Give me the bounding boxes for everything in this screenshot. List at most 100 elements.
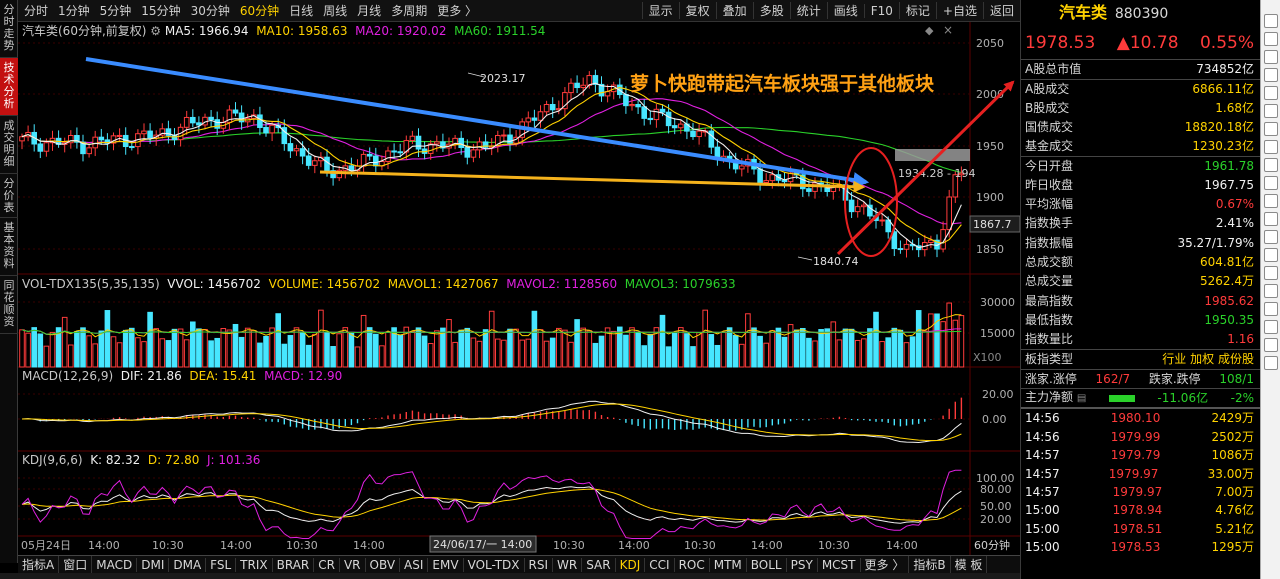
toolbar-icon[interactable] xyxy=(1264,338,1278,352)
volume-bar xyxy=(92,343,99,368)
indicator-tab[interactable]: TRIX xyxy=(236,557,273,572)
toolbar-icon[interactable] xyxy=(1264,356,1278,370)
tab-technical-analysis[interactable]: 技术分析 xyxy=(0,58,18,116)
tool-overlay-button[interactable]: 叠加 xyxy=(715,2,753,19)
indicator-tab[interactable]: DMA xyxy=(169,557,207,572)
toolbar-icon[interactable] xyxy=(1264,14,1278,28)
indicator-tab[interactable]: CR xyxy=(314,557,340,572)
indicator-tab[interactable]: RSI xyxy=(525,557,554,572)
tab-trade-details[interactable]: 成交明细 xyxy=(0,116,18,174)
stat-label: 今日开盘 xyxy=(1025,159,1074,174)
indicator-tab[interactable]: DMI xyxy=(137,557,170,572)
indicator-tab[interactable]: 模 板 xyxy=(951,556,988,573)
tool-f10-button[interactable]: F10 xyxy=(863,3,899,18)
tool-display-button[interactable]: 显示 xyxy=(641,2,679,19)
candle-body xyxy=(415,135,422,150)
tab-ths-info[interactable]: 同花顺资 xyxy=(0,276,18,334)
tab-intraday[interactable]: 分时走势 xyxy=(0,0,18,58)
tick-volume: 33.00万 xyxy=(1207,466,1254,481)
period-button[interactable]: 日线 xyxy=(289,4,314,18)
toolbar-icon[interactable] xyxy=(1264,176,1278,190)
indicator-tab[interactable]: 窗口 xyxy=(59,556,93,573)
tool-stats-button[interactable]: 统计 xyxy=(789,2,827,19)
indicator-tab[interactable]: MCST xyxy=(818,557,861,572)
volume-bar xyxy=(37,333,44,368)
indicator-tab[interactable]: MACD xyxy=(92,557,138,572)
volume-bar xyxy=(226,329,233,368)
candle-body xyxy=(366,153,373,157)
indicator-tab[interactable]: BRAR xyxy=(273,557,315,572)
period-button[interactable]: 15分钟 xyxy=(141,4,181,18)
toolbar-icon[interactable] xyxy=(1264,104,1278,118)
indicator-tab[interactable]: VOL-TDX xyxy=(464,557,525,572)
indicator-more-tab[interactable]: 更多 〉 xyxy=(861,556,910,573)
indicator-tab[interactable]: BOLL xyxy=(747,557,787,572)
pin-icon[interactable]: ◆ xyxy=(925,24,934,37)
period-button[interactable]: 分时 xyxy=(24,4,49,18)
period-button-active[interactable]: 60分钟 xyxy=(239,4,280,18)
tab-price-table[interactable]: 分价表 xyxy=(0,174,18,218)
toolbar-icon[interactable] xyxy=(1264,266,1278,280)
toolbar-icon[interactable] xyxy=(1264,320,1278,334)
period-button[interactable]: 5分钟 xyxy=(99,4,132,18)
toolbar-icon[interactable] xyxy=(1264,212,1278,226)
tool-mark-button[interactable]: 标记 xyxy=(898,2,936,19)
settings-icon[interactable]: ⚙ xyxy=(150,24,165,38)
period-more-button[interactable]: 更多 〉 xyxy=(437,4,478,18)
volume-bar xyxy=(452,341,458,368)
indicator-tab[interactable]: CCI xyxy=(645,557,675,572)
indicator-tab[interactable]: SAR xyxy=(582,557,616,572)
tab-basic-info[interactable]: 基本资料 xyxy=(0,218,18,276)
period-button[interactable]: 30分钟 xyxy=(190,4,230,18)
indicator-tab[interactable]: EMV xyxy=(428,557,464,572)
toolbar-icon[interactable] xyxy=(1264,302,1278,316)
period-button[interactable]: 月线 xyxy=(357,4,382,18)
volume-bar xyxy=(31,327,37,368)
indicator-tab[interactable]: VR xyxy=(340,557,366,572)
tool-multi-stock-button[interactable]: 多股 xyxy=(752,2,790,19)
board-tag[interactable]: 成份股 xyxy=(1217,352,1254,367)
volume-bar xyxy=(751,327,757,368)
toolbar-icon[interactable] xyxy=(1264,140,1278,154)
indicator-tab[interactable]: ROC xyxy=(675,557,710,572)
tool-add-watchlist-button[interactable]: +自选 xyxy=(935,2,983,19)
close-icon[interactable]: × xyxy=(943,23,954,37)
period-button[interactable]: 多周期 xyxy=(391,4,428,18)
toolbar-icon[interactable] xyxy=(1264,230,1278,244)
indicator-tab[interactable]: FSL xyxy=(206,557,237,572)
period-button[interactable]: 1分钟 xyxy=(58,4,90,18)
toolbar-icon[interactable] xyxy=(1264,248,1278,262)
headline-annotation: 萝卜快跑带起汽车板块强于其他板块 xyxy=(630,72,935,95)
candle-body xyxy=(879,219,885,222)
indicator-tab-active[interactable]: KDJ xyxy=(616,557,646,572)
volume-bar xyxy=(281,343,288,368)
toolbar-icon[interactable] xyxy=(1264,158,1278,172)
chart-area[interactable]: 2050 2000 1950 1900 1850 1867.7 30000 15… xyxy=(18,22,1020,555)
indicator-tab[interactable]: PSY xyxy=(787,557,818,572)
board-tag[interactable]: 加权 xyxy=(1190,352,1215,367)
toolbar-icon[interactable] xyxy=(1264,122,1278,136)
indicator-tab[interactable]: OBV xyxy=(366,557,401,572)
board-tag[interactable]: 行业 xyxy=(1162,352,1187,367)
board-type-label: 板指类型 xyxy=(1025,352,1074,367)
toolbar-icon[interactable] xyxy=(1264,86,1278,100)
toolbar-icon[interactable] xyxy=(1264,194,1278,208)
tool-adjust-button[interactable]: 复权 xyxy=(678,2,716,19)
tool-back-button[interactable]: 返回 xyxy=(982,2,1020,19)
toolbar-icon[interactable] xyxy=(1264,32,1278,46)
volume-bar xyxy=(946,302,953,368)
period-button[interactable]: 周线 xyxy=(323,4,348,18)
candle-body xyxy=(696,130,702,138)
toolbar-icon[interactable] xyxy=(1264,284,1278,298)
toolbar-icon[interactable] xyxy=(1264,50,1278,64)
indicator-tab[interactable]: ASI xyxy=(400,557,429,572)
indicator-tab[interactable]: 指标A xyxy=(18,556,60,573)
indicator-tab[interactable]: MTM xyxy=(710,557,747,572)
tool-draw-button[interactable]: 画线 xyxy=(826,2,864,19)
indicator-tab[interactable]: WR xyxy=(553,557,583,572)
volume-bar xyxy=(861,338,867,368)
box-range-label: 1934.28 - 194 xyxy=(898,167,975,180)
toolbar-icon[interactable] xyxy=(1264,68,1278,82)
indicator-tab[interactable]: 指标B xyxy=(909,556,951,573)
volume-bar xyxy=(574,319,580,368)
